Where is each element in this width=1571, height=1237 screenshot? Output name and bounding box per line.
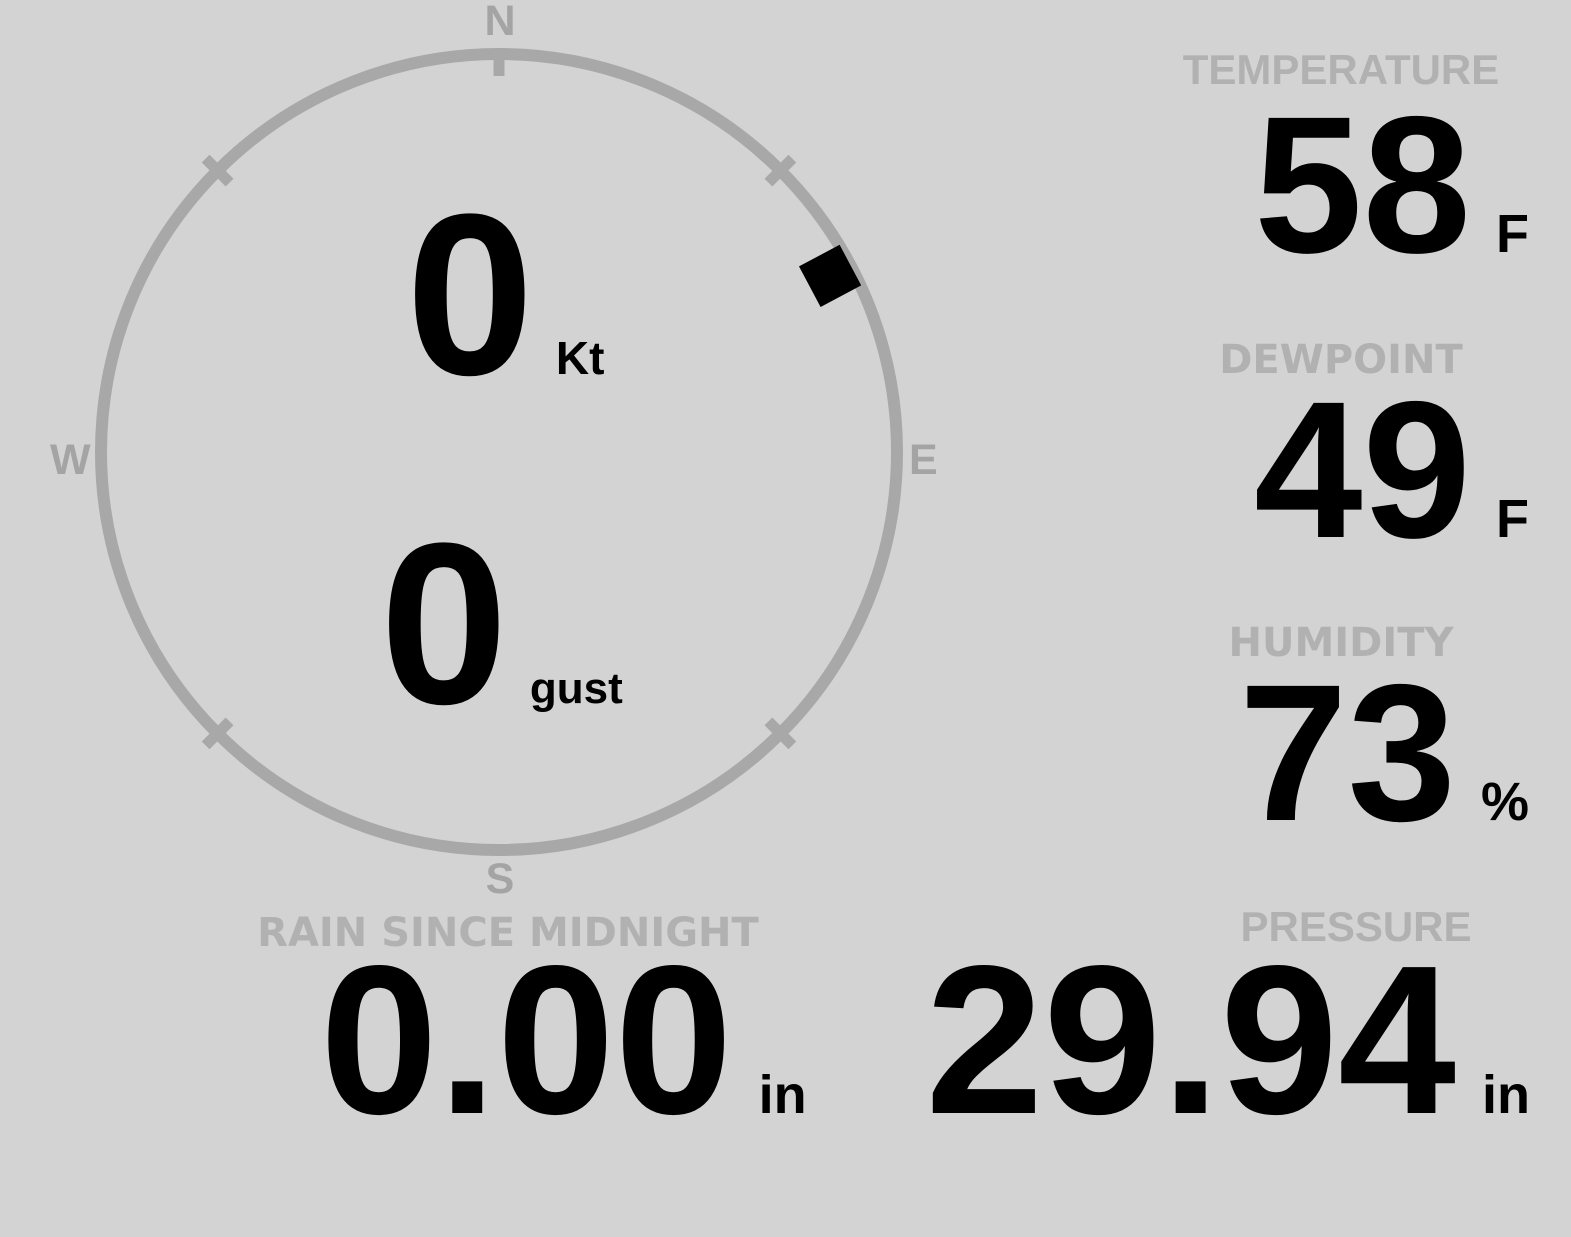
temperature-unit: F [1496,204,1529,264]
wind-speed-value: 0 [406,166,534,423]
rain-value: 0.00 [320,921,733,1158]
compass-dial [95,48,903,856]
wind-speed-unit: Kt [555,332,605,384]
dewpoint-unit: F [1496,489,1529,549]
temperature-reading: 58 F [1254,88,1529,283]
tick-southwest [201,717,234,750]
pressure-reading: 29.94 in [925,934,1530,1146]
pressure-value: 29.94 [925,921,1456,1158]
temperature-label: TEMPERATURE [1182,46,1500,93]
wind-gust: 0 gust [380,509,623,739]
tick-northeast [764,154,797,187]
tick-northwest [201,154,234,187]
compass-ring [95,48,903,856]
wind-direction-marker [798,244,862,308]
dewpoint-label: DEWPOINT [1219,337,1463,383]
humidity-reading: 73 % [1239,656,1529,851]
humidity-value: 73 [1239,644,1456,862]
rain-since-midnight-reading: 0.00 in [320,934,807,1146]
rain-unit: in [758,1065,807,1125]
tick-southeast [764,717,797,750]
pressure-unit: in [1482,1065,1530,1125]
temperature-value: 58 [1254,76,1471,294]
pressure-label: PRESSURE [1240,903,1472,950]
cardinal-east-label: E [909,436,938,484]
humidity-label: HUMIDITY [1228,620,1454,666]
rain-since-midnight-label: RAIN SINCE MIDNIGHT [257,910,759,956]
humidity-unit: % [1480,772,1529,832]
wind-gust-value: 0 [380,495,508,752]
wind-speed: 0 Kt [406,180,604,410]
cardinal-west-label: W [50,436,91,484]
cardinal-north-label: N [484,0,516,45]
dewpoint-reading: 49 F [1254,373,1529,568]
cardinal-south-label: S [485,855,515,903]
wind-gust-unit: gust [529,664,623,713]
dewpoint-value: 49 [1254,361,1471,579]
